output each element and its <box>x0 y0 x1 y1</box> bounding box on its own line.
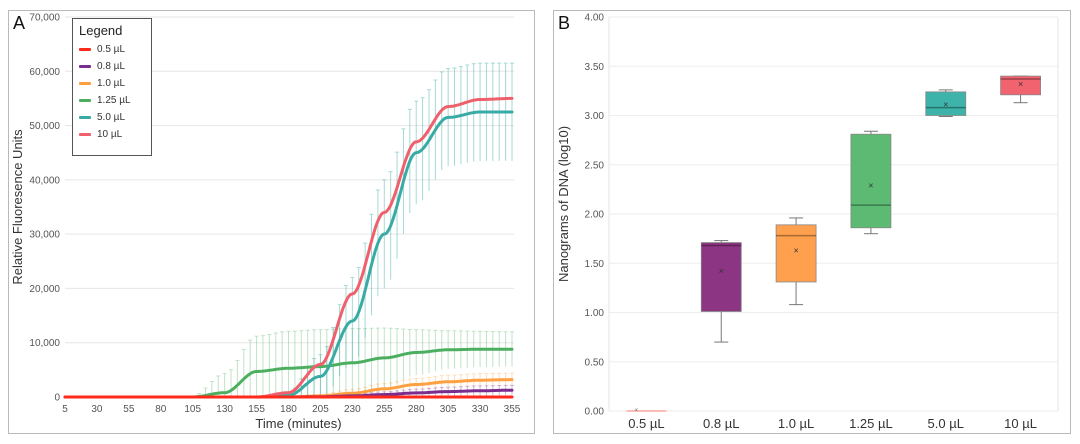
box-08L: × <box>700 240 742 343</box>
y-axis-title: Relative Fluoresence Units <box>10 129 25 285</box>
legend-swatch <box>79 133 91 136</box>
x-tick-label: 155 <box>248 404 265 415</box>
y-tick-label: 50,000 <box>29 121 60 132</box>
mean-marker: × <box>793 245 798 255</box>
x-tick-label: 330 <box>472 404 489 415</box>
panel-a-label: A <box>13 13 26 33</box>
x-tick-label: 10 µL <box>1004 416 1037 431</box>
y-tick-label: 3.50 <box>585 62 605 73</box>
box-rect <box>775 224 817 283</box>
legend-item: 10 µL <box>79 126 151 143</box>
x-tick-label: 180 <box>280 404 297 415</box>
x-tick-label: 130 <box>216 404 233 415</box>
box-rect <box>1000 75 1041 96</box>
y-tick-label: 60,000 <box>29 67 60 78</box>
y-tick-label: 2.50 <box>585 160 605 171</box>
x-tick-label: 0.8 µL <box>703 416 739 431</box>
legend-item: 5.0 µL <box>79 109 151 126</box>
y-tick-label: 3.00 <box>585 111 605 122</box>
mean-marker: × <box>868 180 873 190</box>
legend-item: 1.25 µL <box>79 92 151 109</box>
legend-item: 0.5 µL <box>79 41 151 58</box>
box-rect <box>850 133 892 229</box>
box-rect <box>700 242 742 312</box>
legend: Legend 0.5 µL 0.8 µL 1.0 µL 1.25 µL 5.0 µL 10… <box>72 18 152 156</box>
y-tick-label: 1.00 <box>585 308 605 319</box>
y-tick-label: 0 <box>54 393 60 404</box>
x-tick-label: 230 <box>344 404 361 415</box>
x-tick-label: 55 <box>123 404 135 415</box>
legend-label: 1.25 µL <box>97 95 131 106</box>
y-tick-label: 0.50 <box>585 357 605 368</box>
y-tick-label: 30,000 <box>29 230 60 241</box>
mean-marker: × <box>635 408 639 414</box>
x-tick-label: 0.5 µL <box>628 416 664 431</box>
y-axis-title: Nanograms of DNA (log10) <box>556 126 571 282</box>
legend-swatch <box>79 65 91 68</box>
x-tick-label: 355 <box>504 404 521 415</box>
x-tick-label: 105 <box>184 404 201 415</box>
y-tick-label: 10,000 <box>29 338 60 349</box>
y-tick-label: 1.50 <box>585 259 605 270</box>
y-tick-label: 0.00 <box>585 407 605 418</box>
y-tick-label: 4.00 <box>585 13 605 24</box>
legend-swatch <box>79 116 91 119</box>
x-axis-title: Time (minutes) <box>255 416 341 431</box>
x-tick-label: 1.25 µL <box>849 416 893 431</box>
panel-b-label: B <box>558 13 571 33</box>
legend-label: 0.5 µL <box>97 44 126 55</box>
box-50L: × <box>925 89 967 117</box>
box-10L: × <box>1000 75 1041 104</box>
mean-marker: × <box>943 100 948 110</box>
x-tick-label: 255 <box>376 404 393 415</box>
mean-marker: × <box>719 266 724 276</box>
y-tick-label: 2.00 <box>585 210 605 221</box>
legend-label: 1.0 µL <box>97 78 126 89</box>
box-125L: × <box>850 130 892 235</box>
legend-swatch <box>79 99 91 102</box>
mean-marker: × <box>1018 79 1023 89</box>
box-05L: × <box>626 408 667 414</box>
x-tick-label: 5 <box>62 404 68 415</box>
x-tick-label: 280 <box>408 404 425 415</box>
legend-swatch <box>79 48 91 51</box>
legend-label: 10 µL <box>97 129 123 140</box>
legend-title: Legend <box>79 23 123 38</box>
box-rect <box>925 91 967 116</box>
legend-item: 1.0 µL <box>79 75 151 92</box>
x-tick-label: 5.0 µL <box>928 416 964 431</box>
y-tick-label: 70,000 <box>29 13 60 24</box>
x-tick-label: 30 <box>91 404 103 415</box>
x-tick-label: 1.0 µL <box>778 416 814 431</box>
y-tick-label: 20,000 <box>29 284 60 295</box>
legend-swatch <box>79 82 91 85</box>
y-tick-label: 40,000 <box>29 175 60 186</box>
x-tick-label: 205 <box>312 404 329 415</box>
box-10L: × <box>775 217 817 306</box>
legend-label: 5.0 µL <box>97 112 126 123</box>
legend-item: 0.8 µL <box>79 58 151 75</box>
panel-b: B <box>553 10 1071 434</box>
x-tick-label: 80 <box>155 404 167 415</box>
x-tick-label: 305 <box>440 404 457 415</box>
legend-label: 0.8 µL <box>97 61 126 72</box>
